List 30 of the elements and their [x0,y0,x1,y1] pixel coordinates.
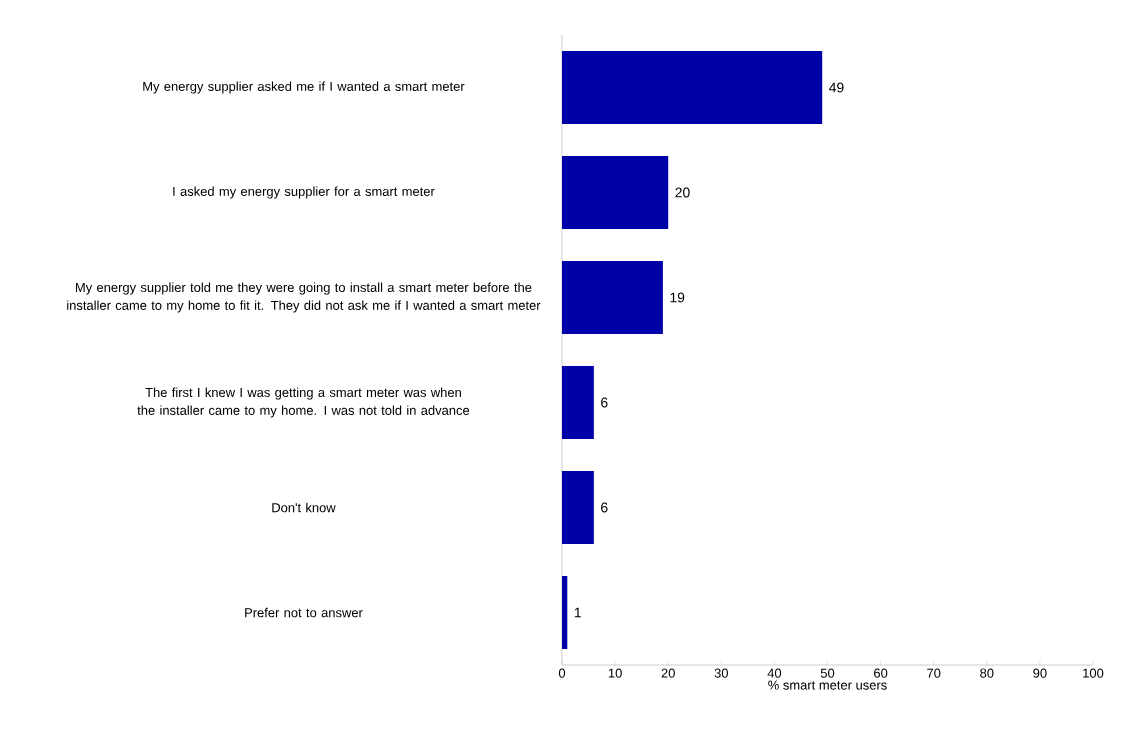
y-tick-label: The first I knew I was getting a smart meter was when the installer came to my home. I was not told in advance [137,387,470,418]
data-label: 19 [670,292,685,303]
bar [562,51,823,125]
bar [562,471,594,545]
y-tick-label: My energy supplier told me they were going to install a smart meter before the installer came to my home to fit it. They did not ask me if I wanted a smart meter [67,282,541,313]
data-label: 1 [574,607,581,618]
bar [562,156,669,230]
x-tick-label: 0 [558,668,566,678]
x-tick-label: 80 [980,668,994,678]
x-tick-label: 20 [661,668,675,678]
x-tick-label: 50 [820,668,835,678]
x-tick-label: 90 [1033,668,1047,678]
data-label: 49 [829,82,844,93]
data-label: 6 [601,502,608,513]
y-tick-label: I asked my energy supplier for a smart meter [173,186,435,199]
data-label: 20 [675,187,690,198]
x-tick-label: 100 [1083,668,1104,678]
x-tick-label: 40 [767,668,782,678]
bar [562,261,663,335]
bar [562,366,594,440]
x-tick-label: 10 [608,668,622,678]
x-axis-title: % smart meter users [768,680,887,690]
x-tick-label: 30 [714,668,728,678]
x-tick-label: 60 [874,668,888,678]
y-tick-label: Don't know [272,502,336,513]
x-tick-label: 70 [927,668,941,678]
y-tick-label: Prefer not to answer [245,607,363,618]
data-label: 6 [601,397,608,408]
bar [562,576,568,650]
y-tick-label: My energy supplier asked me if I wanted a smart meter [143,81,465,94]
